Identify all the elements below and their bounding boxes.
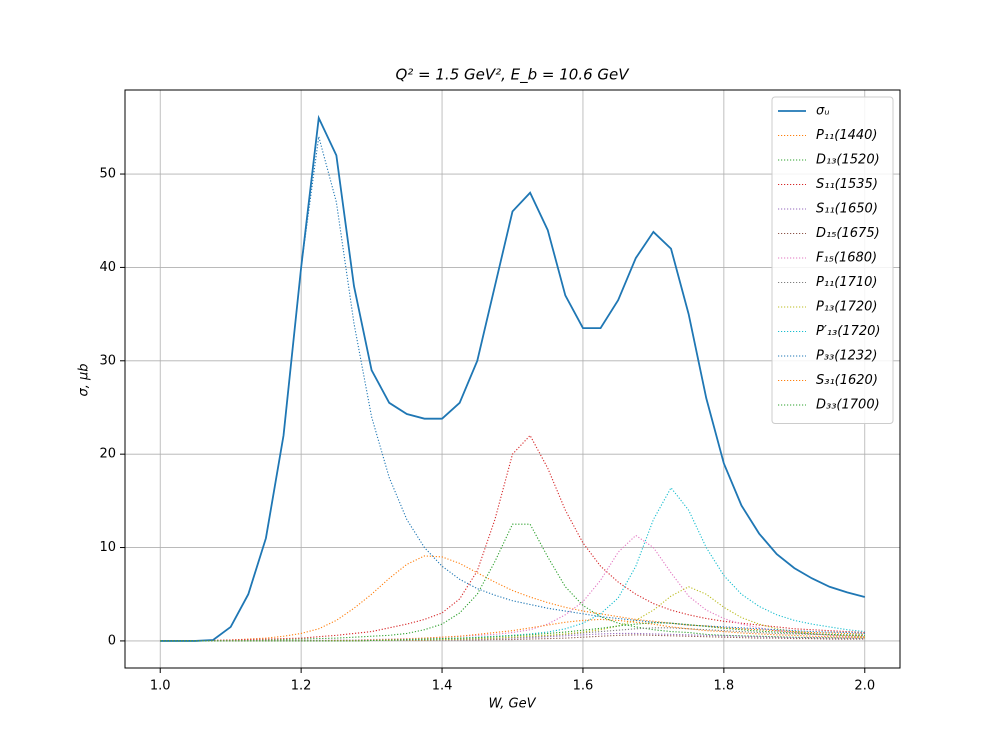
legend-label: D₃₃(1700) [816,398,880,413]
plot-frame [124,89,901,669]
x-tick-label: 1.8 [714,679,735,694]
legend-label: D₁₃(1520) [816,153,880,168]
series-line [160,136,865,642]
legend-label: P₁₃(1720) [816,300,878,315]
x-tick-label: 1.6 [573,679,594,694]
legend-label: S₁₁(1650) [816,202,878,217]
series-line [160,523,865,642]
legend-label: P₁₁(1710) [816,275,878,290]
chart-title: Q² = 1.5 GeV², E_b = 10.6 GeV [395,66,630,85]
series-line [160,622,865,642]
y-axis-label: σ, μb [77,363,92,396]
legend-label: S₃₁(1620) [816,373,878,388]
legend-label: P₃₃(1232) [816,349,878,364]
legend-label: P′₁₃(1720) [816,324,880,339]
x-tick-label: 2.0 [854,679,875,694]
x-tick-label: 1.2 [291,679,312,694]
y-tick-label: 0 [108,633,116,648]
y-tick-label: 50 [99,167,116,182]
y-tick-label: 10 [99,540,116,555]
x-axis-label: W, GeV [488,697,536,712]
series-line [160,434,865,642]
legend-label: S₁₁(1535) [816,177,878,192]
x-tick-label: 1.0 [150,679,171,694]
legend-box [771,96,894,424]
legend-label: P₁₁(1440) [816,128,878,143]
y-tick-label: 30 [99,353,116,368]
series-line [160,555,865,642]
y-tick-label: 20 [99,447,116,462]
legend-label: σᵤ [816,104,830,119]
y-tick-label: 40 [99,260,116,275]
legend-label: F₁₅(1680) [816,251,877,266]
legend-label: D₁₅(1675) [816,226,880,241]
x-tick-label: 1.4 [432,679,453,694]
